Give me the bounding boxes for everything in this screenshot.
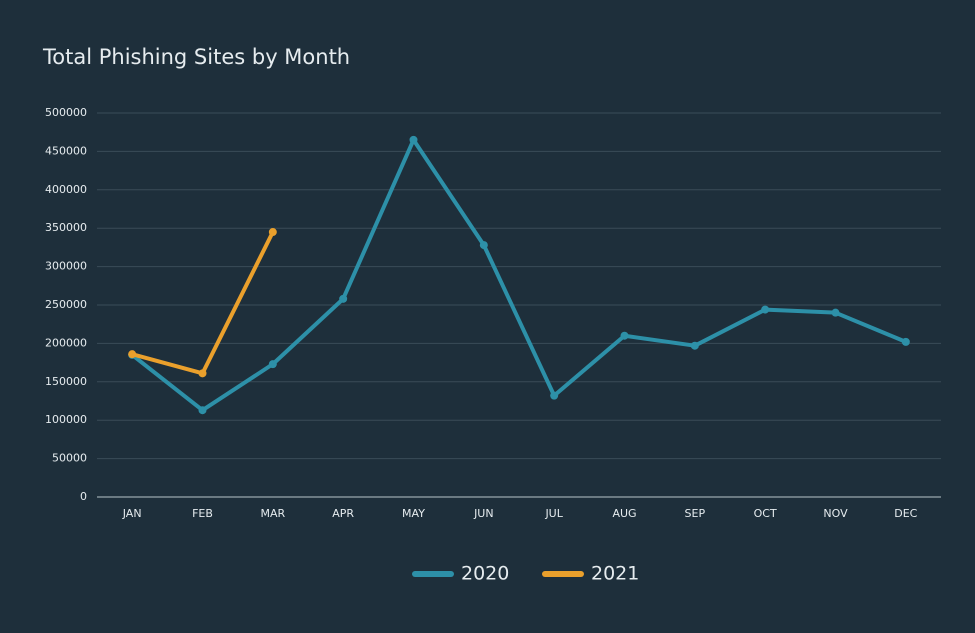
point [479,241,488,250]
y-tick-label: 400000 [45,183,87,196]
point [198,406,207,415]
y-tick-label: 450000 [45,144,87,157]
x-tick-label: APR [332,507,354,520]
point [620,331,629,340]
y-tick-label: 300000 [45,260,87,273]
point [268,360,277,369]
series-line [130,137,908,413]
x-tick-label: OCT [754,507,777,520]
point [550,391,559,400]
y-tick-label: 100000 [45,413,87,426]
x-tick-label: MAR [260,507,285,520]
y-tick-label: 200000 [45,336,87,349]
point [128,350,137,359]
x-tick-label: SEP [685,507,706,520]
x-tick-label: AUG [612,507,636,520]
x-tick-label: JUN [473,507,494,520]
y-tick-label: 250000 [45,298,87,311]
point [831,308,840,317]
point [268,228,277,237]
y-tick-label: 350000 [45,221,87,234]
x-tick-label: MAY [402,507,425,520]
legend-label: 2021 [591,563,639,585]
y-tick-label: 50000 [52,452,87,465]
x-tick-label: NOV [823,507,848,520]
point [690,341,699,350]
y-tick-label: 0 [80,490,87,503]
x-tick-label: JAN [122,507,142,520]
x-tick-label: FEB [192,507,213,520]
x-tick-label: JUL [544,507,563,520]
point [409,135,418,144]
y-tick-label: 150000 [45,375,87,388]
legend-label: 2020 [461,563,509,585]
point [339,294,348,303]
point [761,305,770,314]
point [901,337,910,346]
y-tick-label: 500000 [45,106,87,119]
chart-title: Total Phishing Sites by Month [42,45,350,69]
x-tick-label: DEC [894,507,917,520]
point [198,369,207,378]
